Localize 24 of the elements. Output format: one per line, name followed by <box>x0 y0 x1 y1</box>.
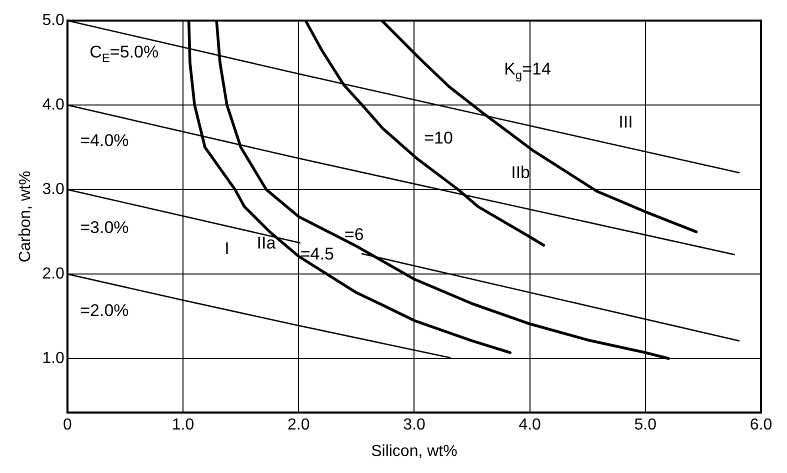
annotation: IIa <box>256 233 276 252</box>
x-tick-label: 4.0 <box>518 416 542 434</box>
y-tick-label: 1.0 <box>42 350 65 367</box>
x-tick-label: 2.0 <box>288 416 310 434</box>
y-tick-label: 2.0 <box>42 265 65 282</box>
series-label: =2.0% <box>80 300 129 320</box>
x-tick-label: 1.0 <box>172 416 194 434</box>
x-axis-title: Silicon, wt% <box>371 442 458 460</box>
y-axis-title: Carbon, wt% <box>17 170 34 262</box>
series-label: =6 <box>344 224 364 244</box>
annotation: IIb <box>511 163 530 182</box>
y-tick-label: 3.0 <box>42 180 65 198</box>
series-label: =4.0% <box>80 131 129 150</box>
x-tick-label: 3.0 <box>403 416 426 434</box>
series-label: =4.5 <box>300 244 334 264</box>
annotation: I <box>224 239 230 258</box>
x-tick-label: 0 <box>62 416 72 434</box>
x-tick-label: 5.0 <box>634 416 657 434</box>
annotation: III <box>618 112 633 132</box>
y-tick-label: 4.0 <box>42 96 65 114</box>
x-tick-label: 6.0 <box>750 416 772 434</box>
y-tick-label: 5.0 <box>42 12 65 30</box>
series-label: =10 <box>424 128 453 148</box>
series-label: =3.0% <box>80 218 129 238</box>
